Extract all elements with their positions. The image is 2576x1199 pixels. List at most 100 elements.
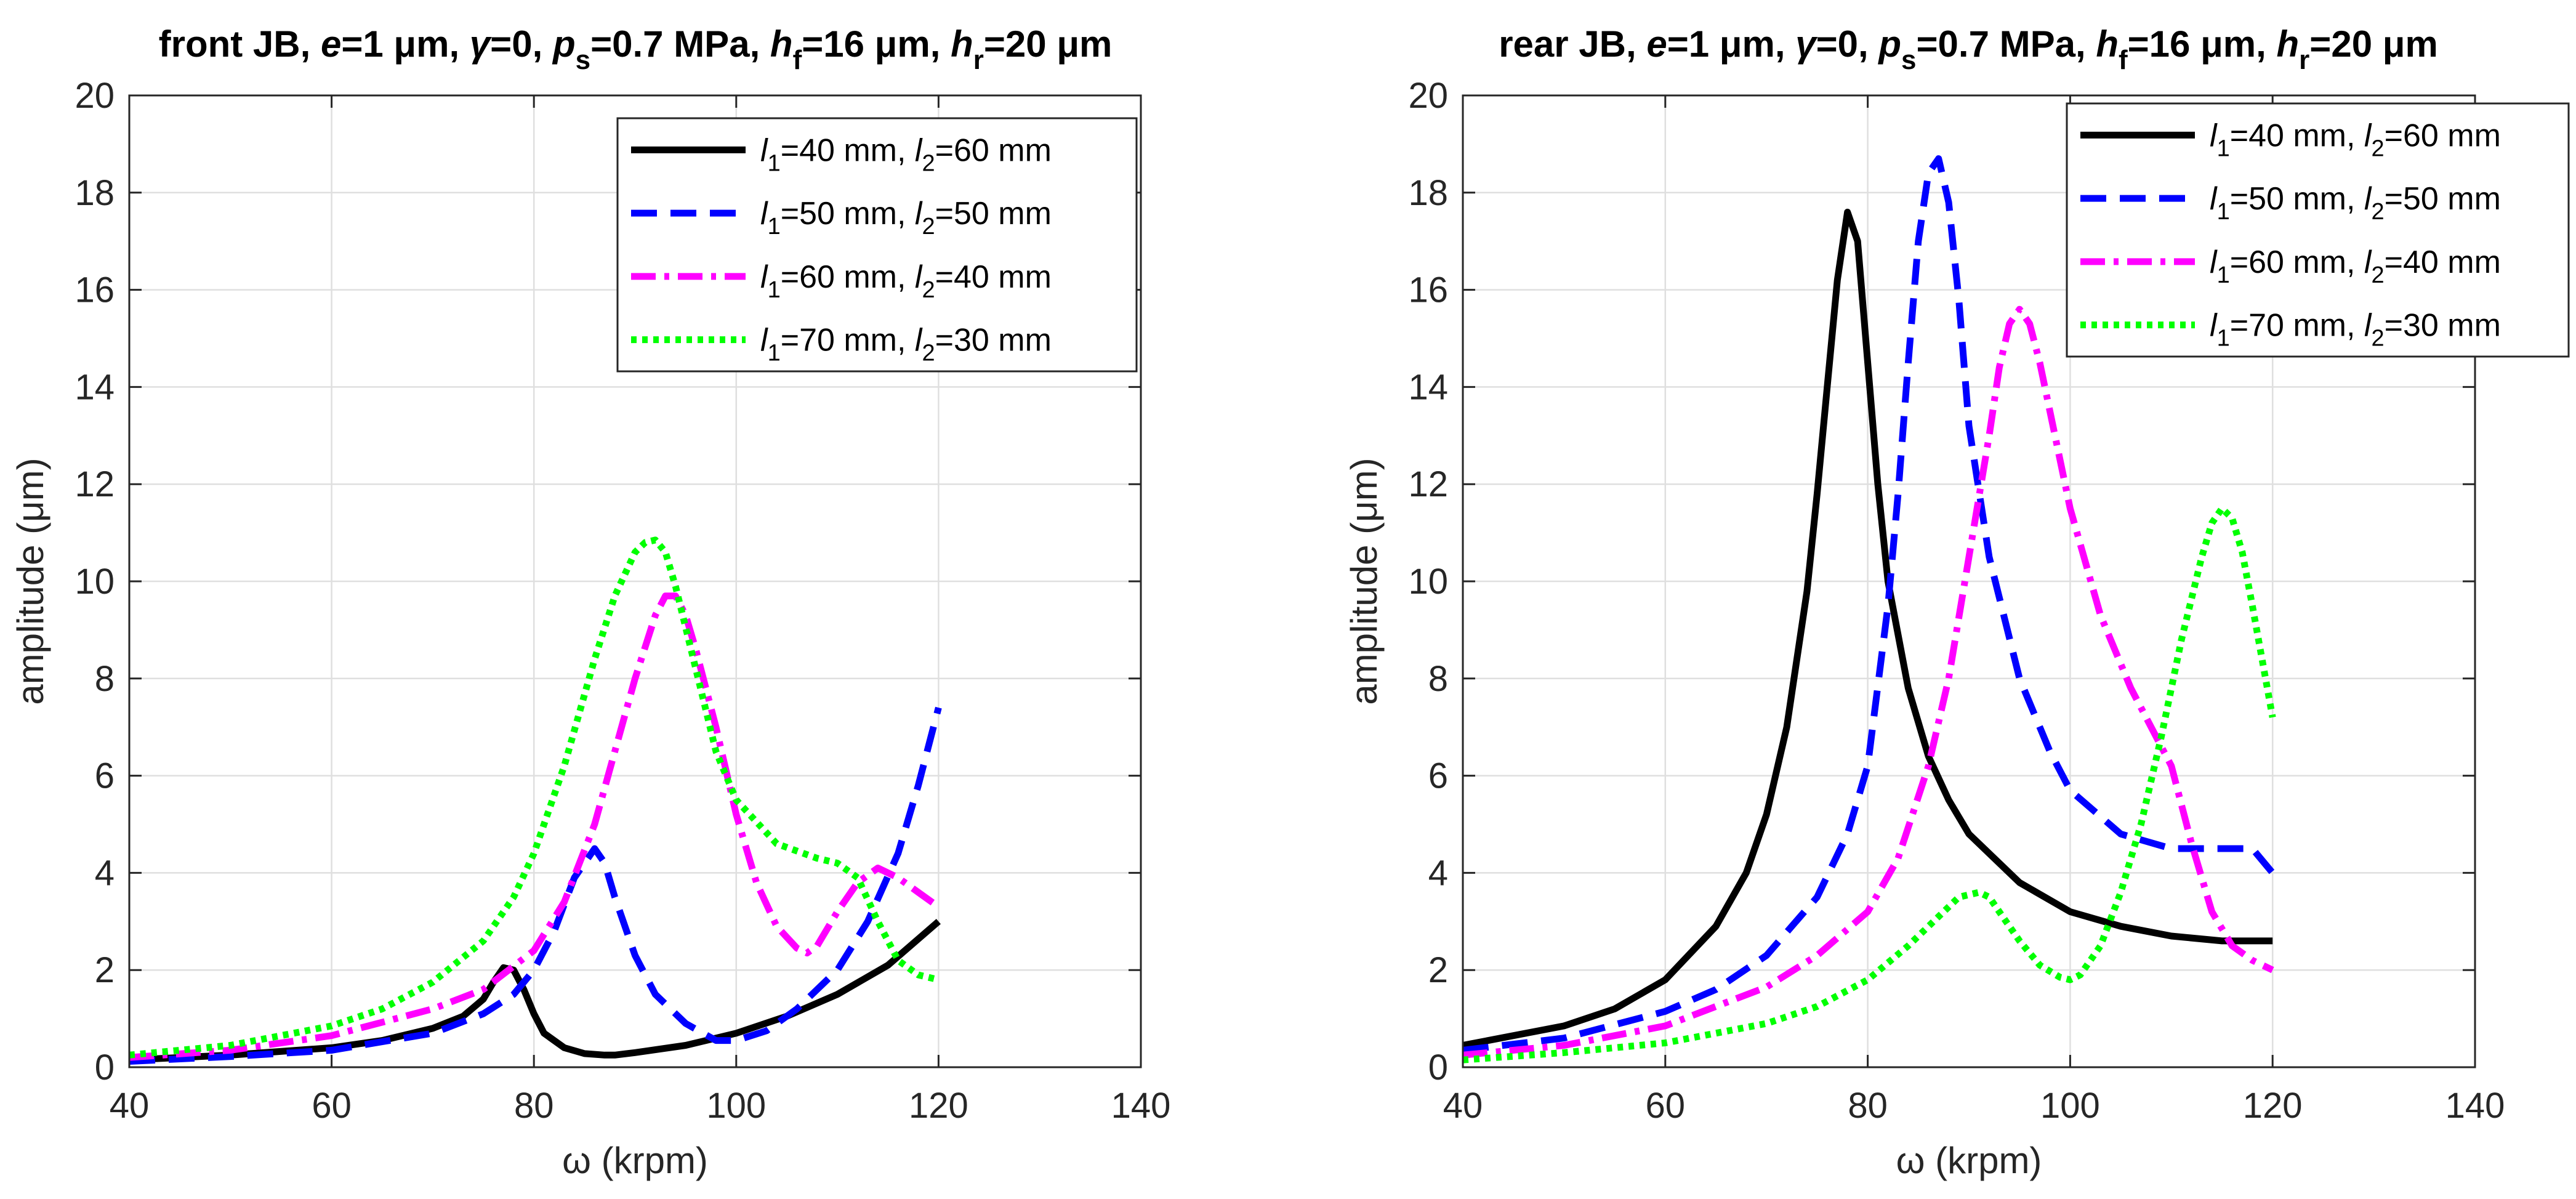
title-separator: , <box>930 23 951 65</box>
legend-label-2: l1=50 mm, l2=50 mm <box>760 196 1052 240</box>
title-param-value: =0.7 MPa <box>590 23 750 65</box>
y-tick-label: 20 <box>74 76 115 116</box>
title-param-symbol: e <box>1646 23 1667 65</box>
x-tick-label: 100 <box>2040 1086 2100 1126</box>
series-line-2 <box>1463 155 2276 1054</box>
y-tick-label: 2 <box>1428 950 1448 990</box>
y-tick-label: 10 <box>1408 562 1448 602</box>
legend-label-1: l1=40 mm, l2=60 mm <box>2210 118 2501 161</box>
y-tick-label: 18 <box>1408 173 1448 213</box>
title-param-value: =0 <box>490 23 532 65</box>
x-tick-label: 80 <box>514 1086 554 1126</box>
legend: l1=40 mm, l2=60 mm l1=50 mm, l2=50 mm l1=6… <box>2066 102 2570 358</box>
series-line-3 <box>1463 305 2274 1059</box>
y-tick-label: 8 <box>95 659 115 699</box>
x-axis-label: ω (krpm) <box>562 1140 708 1181</box>
x-tick-label: 140 <box>2445 1086 2505 1126</box>
title-param-subscript: r <box>2299 45 2309 75</box>
title-param-subscript: f <box>793 45 802 75</box>
y-tick-label: 12 <box>74 464 115 504</box>
x-tick-label: 60 <box>312 1086 352 1126</box>
y-tick-label: 20 <box>1408 76 1448 116</box>
legend-label-2: l1=50 mm, l2=50 mm <box>2210 181 2501 225</box>
x-tick-label: 140 <box>1111 1086 1171 1126</box>
title-separator: , <box>449 23 469 65</box>
title-param-subscript: s <box>576 45 590 75</box>
title-separator: , <box>1626 23 1646 65</box>
series-line-4 <box>129 536 940 1059</box>
legend-label-1: l1=40 mm, l2=60 mm <box>760 132 1052 176</box>
y-tick-label: 2 <box>95 950 115 990</box>
title-separator: , <box>300 23 321 65</box>
legend-label-3: l1=60 mm, l2=40 mm <box>760 259 1052 303</box>
title-param-symbol: e <box>321 23 341 65</box>
title-param-subscript: s <box>1901 45 1916 75</box>
title-prefix: front JB <box>159 23 300 65</box>
x-tick-label: 120 <box>909 1086 968 1126</box>
title-param-value: =20 μm <box>984 23 1113 65</box>
legend-label-4: l1=70 mm, l2=30 mm <box>2210 308 2501 352</box>
x-tick-label: 100 <box>706 1086 766 1126</box>
series-lines <box>1463 155 2276 1064</box>
title-prefix: rear JB <box>1499 23 1626 65</box>
title-separator: , <box>1775 23 1795 65</box>
title-param-symbol: γ <box>470 23 493 65</box>
title-param-value: =16 μm <box>2128 23 2256 65</box>
y-tick-label: 14 <box>74 367 115 407</box>
y-tick-label: 18 <box>74 173 115 213</box>
series-line-3 <box>129 592 941 1061</box>
title-param-symbol: h <box>2277 23 2300 65</box>
y-axis-label: amplitude (μm) <box>10 458 51 704</box>
chart-panel-2: 40 60 80 100 120 140 0 2 4 6 8 10 12 14 16 18 20 ω (krpm)… <box>1343 23 2570 1181</box>
y-tick-label: 6 <box>95 756 115 796</box>
y-tick-label: 10 <box>74 562 115 602</box>
title-separator: , <box>750 23 770 65</box>
title-param-subscript: f <box>2119 45 2128 75</box>
x-tick-label: 120 <box>2243 1086 2303 1126</box>
x-tick-label: 40 <box>110 1086 150 1126</box>
legend: l1=40 mm, l2=60 mm l1=50 mm, l2=50 mm l1=6… <box>616 117 1138 373</box>
title-param-symbol: p <box>552 23 576 65</box>
x-tick-label: 80 <box>1848 1086 1888 1126</box>
series-line-2 <box>129 706 942 1065</box>
title-separator: , <box>1858 23 1878 65</box>
legend-label-3: l1=60 mm, l2=40 mm <box>2210 244 2501 288</box>
chart-title: front JB, e=1 μm, γ=0, ps=0.7 MPa, hf=16… <box>159 23 1113 75</box>
y-tick-label: 8 <box>1428 659 1448 699</box>
title-param-value: =20 μm <box>2309 23 2438 65</box>
legend-box <box>616 117 1138 373</box>
title-param-value: =0 <box>1816 23 1858 65</box>
x-tick-label: 60 <box>1646 1086 1686 1126</box>
x-axis-label: ω (krpm) <box>1896 1140 2042 1181</box>
title-param-value: =0.7 MPa <box>1916 23 2075 65</box>
ticks: 40 60 80 100 120 140 0 2 4 6 8 10 12 14 16 18 20 <box>74 76 1170 1126</box>
series-line-1 <box>1463 208 2273 1049</box>
title-param-symbol: γ <box>1795 23 1818 65</box>
title-param-symbol: h <box>951 23 973 65</box>
title-separator: , <box>533 23 553 65</box>
title-param-symbol: p <box>1877 23 1901 65</box>
title-separator: , <box>2256 23 2276 65</box>
y-tick-label: 14 <box>1408 367 1448 407</box>
y-tick-label: 0 <box>1428 1048 1448 1088</box>
title-param-symbol: h <box>770 23 793 65</box>
y-tick-label: 0 <box>95 1048 115 1088</box>
y-axis-label: amplitude (μm) <box>1343 458 1385 704</box>
x-tick-label: 40 <box>1443 1086 1483 1126</box>
legend-label-4: l1=70 mm, l2=30 mm <box>760 323 1052 366</box>
title-param-value: =1 μm <box>341 23 449 65</box>
chart-title: rear JB, e=1 μm, γ=0, ps=0.7 MPa, hf=16 … <box>1499 23 2438 75</box>
legend-box <box>2066 102 2570 358</box>
title-param-value: =16 μm <box>802 23 930 65</box>
series-line-4 <box>1463 505 2276 1064</box>
y-tick-label: 4 <box>95 853 115 893</box>
title-separator: , <box>2075 23 2096 65</box>
y-tick-label: 6 <box>1428 756 1448 796</box>
series-line-1 <box>129 919 941 1064</box>
y-tick-label: 4 <box>1428 853 1448 893</box>
y-tick-label: 12 <box>1408 464 1448 504</box>
chart-panel-1: 40 60 80 100 120 140 0 2 4 6 8 10 12 14 16 18 20 ω (krpm)… <box>10 23 1170 1181</box>
title-param-subscript: r <box>973 45 984 75</box>
